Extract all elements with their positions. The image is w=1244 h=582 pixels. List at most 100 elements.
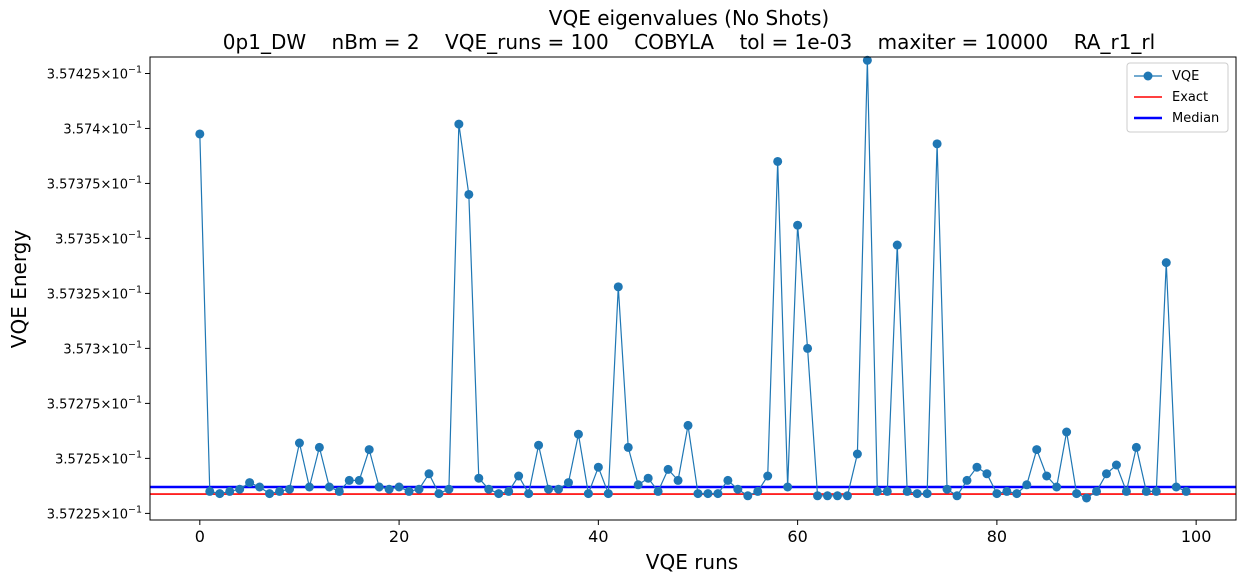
vqe-point — [514, 471, 524, 481]
vqe-series-line — [199, 59, 1187, 499]
vqe-point — [414, 484, 424, 494]
vqe-point — [364, 445, 374, 455]
y-tick-label: 3.5725×10−1 — [55, 449, 142, 467]
vqe-point — [922, 489, 932, 499]
x-axis-ticks: 0 20 40 60 80 100 — [195, 520, 1212, 546]
vqe-point — [832, 491, 842, 501]
legend-box — [1126, 62, 1229, 133]
legend-vqe-marker — [1143, 71, 1153, 81]
vqe-point — [862, 55, 872, 65]
x-axis-label: VQE runs — [646, 550, 738, 574]
vqe-point — [544, 484, 554, 494]
vqe-point — [384, 484, 394, 494]
vqe-point — [424, 469, 434, 479]
vqe-point — [842, 491, 852, 501]
vqe-series — [195, 55, 1191, 503]
vqe-point — [773, 156, 783, 166]
vqe-point — [334, 486, 344, 496]
vqe-point — [1111, 460, 1121, 470]
vqe-point — [225, 486, 235, 496]
vqe-point — [354, 475, 364, 485]
vqe-point — [673, 475, 683, 485]
vqe-point — [205, 486, 215, 496]
vqe-point — [882, 486, 892, 496]
vqe-point — [743, 491, 753, 501]
vqe-point — [394, 482, 404, 492]
chart-subtitle: 0p1_DW nBm = 2 VQE_runs = 100 COBYLA tol… — [223, 30, 1155, 54]
vqe-point — [554, 484, 563, 494]
vqe-point — [474, 473, 484, 483]
vqe-point — [404, 486, 414, 496]
vqe-point — [613, 282, 623, 292]
vqe-point — [314, 442, 324, 452]
y-tick-label: 3.57325×10−1 — [47, 284, 142, 302]
y-axis-ticks: 3.57225×10−1 3.5725×10−1 3.57275×10−1 3.573… — [47, 64, 150, 522]
y-tick-label: 3.574×10−1 — [63, 119, 142, 137]
vqe-point — [1141, 486, 1151, 496]
vqe-point — [823, 491, 832, 501]
vqe-point — [215, 489, 225, 499]
vqe-point — [683, 420, 693, 430]
vqe-point — [1082, 493, 1092, 503]
vqe-point — [653, 486, 663, 496]
vqe-point — [1181, 486, 1191, 496]
vqe-point — [723, 475, 733, 485]
y-tick-label: 3.57225×10−1 — [47, 504, 142, 522]
vqe-point — [813, 491, 823, 501]
vqe-point — [1072, 489, 1082, 499]
vqe-point — [902, 486, 912, 496]
y-tick-label: 3.57425×10−1 — [47, 64, 142, 82]
y-tick-label: 3.57375×10−1 — [47, 174, 142, 192]
vqe-point — [195, 129, 205, 139]
vqe-point — [603, 489, 613, 499]
vqe-point — [464, 189, 474, 199]
vqe-point — [1171, 482, 1181, 492]
vqe-point — [793, 220, 803, 230]
vqe-point — [1062, 427, 1072, 437]
vqe-point — [245, 478, 255, 488]
x-tick-label: 100 — [1181, 527, 1212, 546]
vqe-point — [484, 484, 494, 494]
x-tick-label: 40 — [588, 527, 608, 546]
vqe-point — [593, 462, 603, 472]
vqe-point — [932, 139, 942, 149]
vqe-point — [803, 343, 813, 353]
vqe-point — [703, 489, 713, 499]
legend-vqe-label: VQE — [1172, 69, 1199, 84]
y-axis-label: VQE Energy — [7, 230, 31, 349]
vqe-point — [992, 489, 1002, 499]
vqe-point — [563, 478, 573, 488]
vqe-point — [235, 484, 245, 494]
vqe-point — [783, 482, 793, 492]
vqe-point — [534, 440, 544, 450]
vqe-point — [643, 473, 653, 483]
vqe-point — [713, 489, 723, 499]
legend-exact-label: Exact — [1172, 90, 1208, 105]
vqe-point — [1002, 486, 1012, 496]
vqe-point — [573, 429, 583, 439]
x-tick-label: 60 — [787, 527, 807, 546]
vqe-point — [1052, 482, 1062, 492]
x-tick-label: 0 — [195, 527, 205, 546]
vqe-point — [444, 484, 454, 494]
x-tick-label: 80 — [987, 527, 1007, 546]
vqe-point — [524, 489, 534, 499]
x-tick-label: 20 — [389, 527, 409, 546]
vqe-point — [1101, 469, 1111, 479]
plot-frame — [149, 56, 1237, 521]
vqe-point — [942, 484, 952, 494]
y-tick-label: 3.57275×10−1 — [47, 394, 142, 412]
vqe-point — [1042, 471, 1052, 481]
vqe-point — [633, 480, 643, 490]
vqe-point — [852, 449, 862, 459]
vqe-point — [693, 489, 703, 499]
vqe-point — [504, 486, 514, 496]
vqe-point — [304, 482, 314, 492]
plot-area — [150, 55, 1236, 503]
vqe-point — [872, 486, 882, 496]
vqe-point — [753, 486, 763, 496]
chart-title: VQE eigenvalues (No Shots) — [549, 6, 829, 30]
vqe-point — [1151, 486, 1161, 496]
